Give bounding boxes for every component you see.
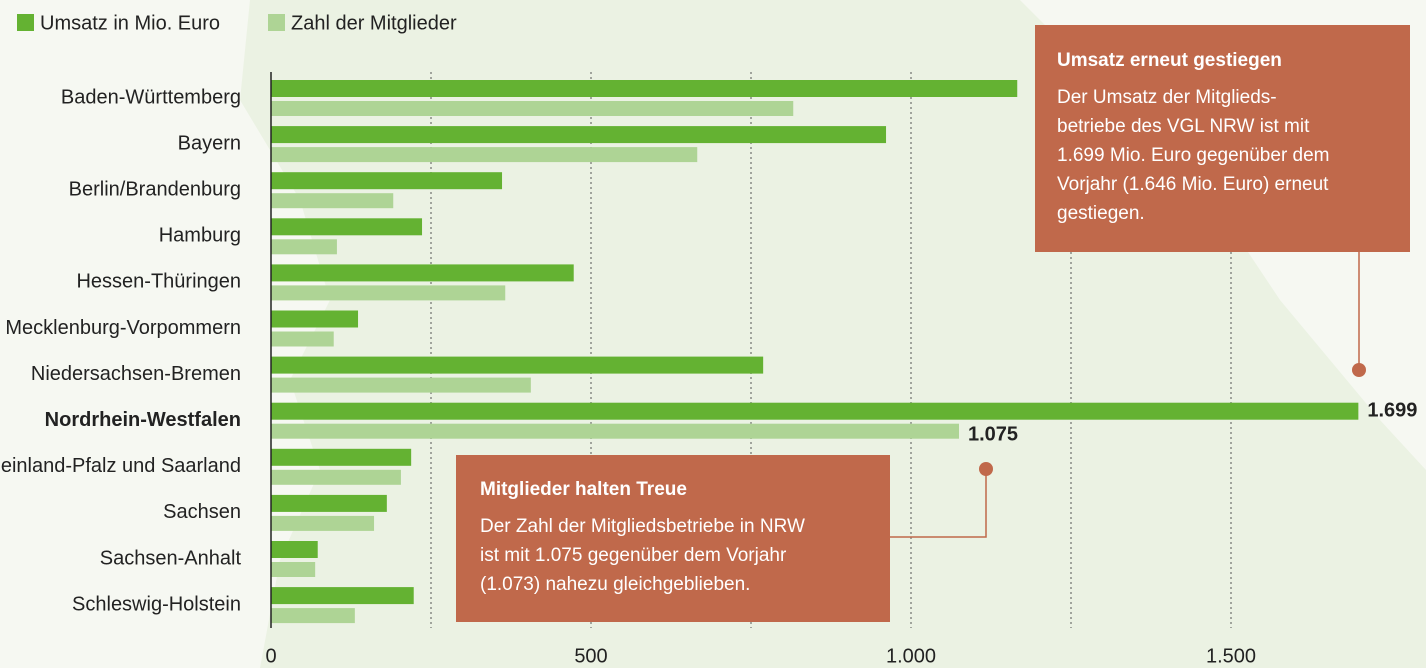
bar (271, 562, 316, 577)
bar (271, 515, 375, 531)
annotation-text: Der Zahl der Mitgliedsbetriebe in NRW (480, 516, 805, 537)
category-label: Sachsen-Anhalt (100, 547, 242, 569)
annotation-text: gestiegen. (1057, 203, 1145, 224)
category-label: Hessen-Thüringen (76, 271, 241, 293)
annotation-text: Vorjahr (1.646 Mio. Euro) erneut (1057, 174, 1329, 195)
bar (271, 356, 764, 374)
bar (271, 101, 794, 116)
x-tick-label: 500 (574, 645, 607, 667)
bar (271, 147, 698, 163)
bar (271, 193, 394, 209)
annotation-text: betriebe des VGL NRW ist mit (1057, 116, 1310, 137)
annotation-title: Umsatz erneut gestiegen (1057, 50, 1282, 71)
bar (271, 587, 414, 605)
category-label: Niedersachsen-Bremen (31, 363, 241, 385)
x-tick-label: 1.500 (1206, 645, 1256, 667)
category-label: Nordrhein-Westfalen (45, 409, 241, 431)
legend-swatch (268, 14, 285, 31)
bar (271, 285, 506, 301)
bar (271, 448, 412, 466)
value-label: 1.699 (1367, 399, 1417, 421)
category-label: Berlin/Brandenburg (69, 178, 241, 200)
bar (271, 310, 359, 328)
category-label: Mecklenburg-Vorpommern (5, 317, 241, 339)
bar (271, 331, 334, 347)
annotation-text: (1.073) nahezu gleichgeblieben. (480, 574, 750, 595)
annotation-box (456, 455, 890, 622)
category-label: Rheinland-Pfalz und Saarland (0, 455, 241, 477)
bar (271, 608, 355, 624)
annotation-text: Der Umsatz der Mitglieds- (1057, 87, 1277, 108)
annotation-title: Mitglieder halten Treue (480, 479, 687, 500)
legend-swatch (17, 14, 34, 31)
annotation: Umsatz erneut gestiegen Der Umsatz der Mi… (1035, 25, 1410, 377)
value-label: 1.075 (968, 423, 1018, 445)
annotation-connector (890, 469, 987, 538)
bar (271, 377, 531, 393)
bar (271, 423, 959, 439)
bar (271, 80, 1018, 97)
annotation-text: 1.699 Mio. Euro gegenüber dem (1057, 145, 1330, 166)
category-label: Baden-Württemberg (61, 86, 241, 108)
bar (271, 126, 887, 144)
bar (271, 402, 1359, 420)
annotation-text: ist mit 1.075 gegenüber dem Vorjahr (480, 545, 787, 566)
legend-label: Zahl der Mitglieder (291, 12, 457, 34)
bar (271, 218, 423, 236)
category-label: Schleswig-Holstein (72, 593, 241, 615)
bar (271, 172, 503, 190)
category-label: Hamburg (159, 225, 241, 247)
annotation: Mitglieder halten Treue Der Zahl der Mitg… (456, 455, 993, 622)
legend-label: Umsatz in Mio. Euro (40, 12, 220, 34)
x-tick-label: 0 (265, 645, 276, 667)
x-tick-label: 1.000 (886, 645, 936, 667)
annotation-dot (979, 462, 993, 476)
category-label: Sachsen (163, 501, 241, 523)
annotation-dot (1352, 363, 1366, 377)
annotation-box (1035, 25, 1410, 252)
bar (271, 239, 337, 255)
bar (271, 469, 401, 485)
bar (271, 541, 318, 558)
bar (271, 264, 574, 282)
bar (271, 494, 387, 512)
category-label: Bayern (178, 132, 241, 154)
